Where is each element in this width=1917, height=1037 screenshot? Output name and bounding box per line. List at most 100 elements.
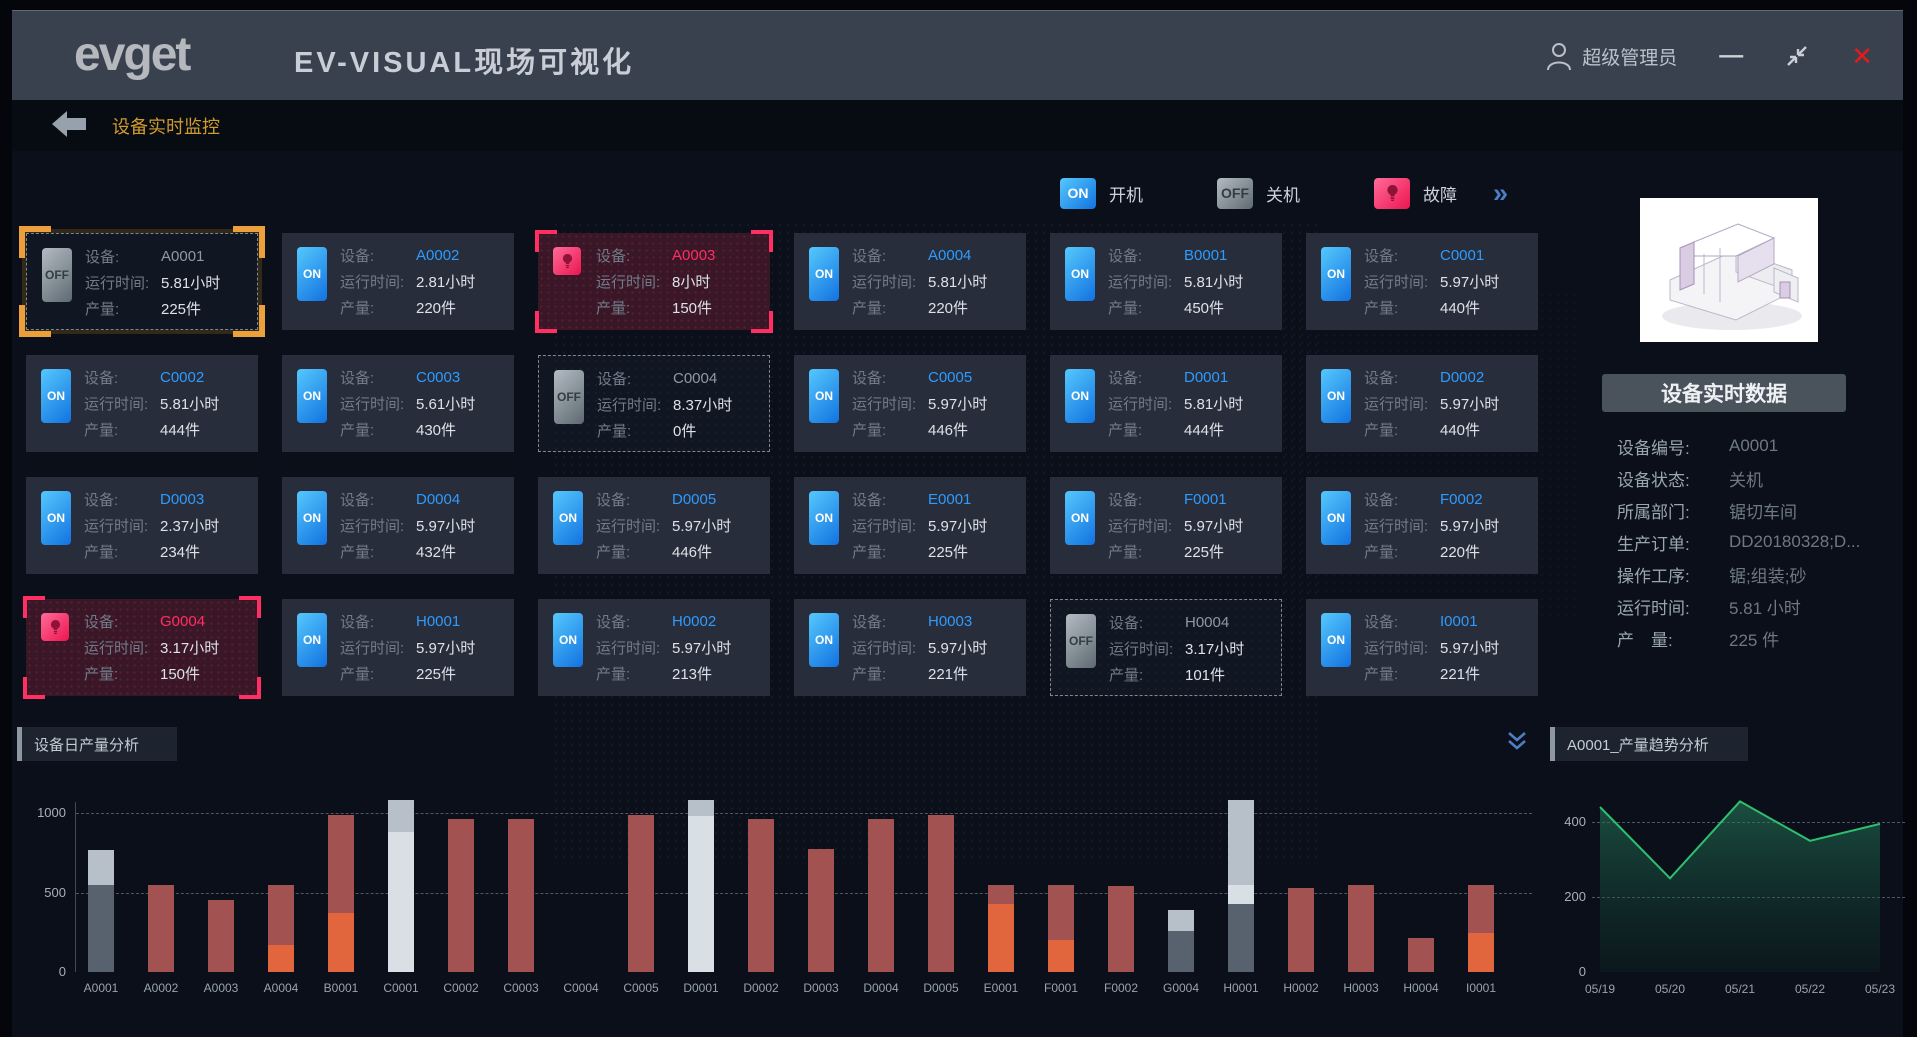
output-value: 213件 bbox=[672, 665, 713, 683]
device-card-I0001[interactable]: ON 设备: I0001 运行时间: 5.97小时 产量: 221件 bbox=[1306, 599, 1538, 696]
runtime-label: 运行时间: bbox=[1108, 517, 1173, 535]
runtime-value: 5.81小时 bbox=[161, 274, 221, 292]
x-tick-label: D0005 bbox=[923, 981, 959, 995]
device-card-C0003[interactable]: ON 设备: C0003 运行时间: 5.61小时 产量: 430件 bbox=[282, 355, 514, 452]
back-icon[interactable] bbox=[52, 111, 86, 137]
bar-chart: 0 500 1000 A0001 A0002 A0003 A0004 B0001 C0001 C0… bbox=[20, 800, 1550, 1020]
runtime-label: 运行时间: bbox=[340, 273, 405, 291]
detail-label: 生产订单: bbox=[1617, 534, 1690, 554]
device-card-F0001[interactable]: ON 设备: F0001 运行时间: 5.97小时 产量: 225件 bbox=[1050, 477, 1282, 574]
x-tick-label: F0002 bbox=[1103, 981, 1139, 995]
device-card-G0004[interactable]: 设备: G0004 运行时间: 3.17小时 产量: 150件 bbox=[23, 596, 261, 699]
runtime-value: 3.17小时 bbox=[160, 639, 220, 657]
device-card-C0001[interactable]: ON 设备: C0001 运行时间: 5.97小时 产量: 440件 bbox=[1306, 233, 1538, 330]
device-card-H0004[interactable]: OFF 设备: H0004 运行时间: 3.17小时 产量: 101件 bbox=[1050, 599, 1282, 696]
bar-segment-H0001 bbox=[1228, 903, 1254, 972]
collapse-icon[interactable] bbox=[1506, 731, 1528, 756]
device-card-C0005[interactable]: ON 设备: C0005 运行时间: 5.97小时 产量: 446件 bbox=[794, 355, 1026, 452]
minimize-button[interactable]: — bbox=[1719, 42, 1744, 69]
legend-item-fault[interactable]: 故障 bbox=[1374, 177, 1457, 209]
detail-label: 运行时间: bbox=[1617, 598, 1690, 618]
x-tick-label: D0003 bbox=[803, 981, 839, 995]
bar-segment-H0002 bbox=[1288, 887, 1314, 972]
corner-bracket bbox=[751, 311, 773, 333]
output-value: 0件 bbox=[673, 422, 697, 440]
bar-segment-D0003 bbox=[808, 848, 834, 972]
device-card-C0004[interactable]: OFF 设备: C0004 运行时间: 8.37小时 产量: 0件 bbox=[538, 355, 770, 452]
device-card-H0002[interactable]: ON 设备: H0002 运行时间: 5.97小时 产量: 213件 bbox=[538, 599, 770, 696]
device-id: D0002 bbox=[1440, 368, 1485, 386]
legend-more-icon[interactable]: » bbox=[1493, 177, 1509, 208]
device-card-A0004[interactable]: ON 设备: A0004 运行时间: 5.81小时 产量: 220件 bbox=[794, 233, 1026, 330]
output-value: 220件 bbox=[928, 299, 969, 317]
output-label: 产量: bbox=[84, 421, 119, 439]
legend-item-off[interactable]: OFF 关机 bbox=[1217, 177, 1300, 209]
output-label: 产量: bbox=[1364, 543, 1399, 561]
device-card-E0001[interactable]: ON 设备: E0001 运行时间: 5.97小时 产量: 225件 bbox=[794, 477, 1026, 574]
status-badge: OFF bbox=[42, 248, 72, 302]
detail-label: 设备编号: bbox=[1617, 438, 1690, 458]
device-card-C0002[interactable]: ON 设备: C0002 运行时间: 5.81小时 产量: 444件 bbox=[26, 355, 258, 452]
status-badge bbox=[41, 613, 69, 641]
detail-row: 设备编号: A0001 bbox=[1617, 430, 1917, 462]
device-label: 设备: bbox=[340, 247, 375, 265]
device-id: A0004 bbox=[928, 246, 972, 264]
bar-segment-F0002 bbox=[1108, 886, 1134, 972]
status-badge bbox=[553, 247, 581, 275]
bar-segment-F0001 bbox=[1048, 940, 1074, 972]
bar-segment-B0001 bbox=[328, 814, 354, 914]
bar-segment-H0004 bbox=[1408, 937, 1434, 972]
device-card-A0002[interactable]: ON 设备: A0002 运行时间: 2.81小时 产量: 220件 bbox=[282, 233, 514, 330]
device-card-D0002[interactable]: ON 设备: D0002 运行时间: 5.97小时 产量: 440件 bbox=[1306, 355, 1538, 452]
status-badge: ON bbox=[1065, 247, 1095, 301]
runtime-value: 5.97小时 bbox=[928, 639, 988, 657]
bar-segment-F0001 bbox=[1048, 885, 1074, 941]
restore-button[interactable] bbox=[1785, 44, 1809, 68]
status-badge: ON bbox=[553, 613, 583, 667]
device-label: 设备: bbox=[85, 248, 120, 266]
device-card-D0004[interactable]: ON 设备: D0004 运行时间: 5.97小时 产量: 432件 bbox=[282, 477, 514, 574]
device-card-B0001[interactable]: ON 设备: B0001 运行时间: 5.81小时 产量: 450件 bbox=[1050, 233, 1282, 330]
device-card-H0001[interactable]: ON 设备: H0001 运行时间: 5.97小时 产量: 225件 bbox=[282, 599, 514, 696]
device-label: 设备: bbox=[84, 613, 119, 631]
card-rows: 设备: H0001 运行时间: 5.97小时 产量: 225件 bbox=[282, 599, 514, 686]
bar-segment-A0001 bbox=[88, 884, 114, 972]
card-rows: 设备: G0004 运行时间: 3.17小时 产量: 150件 bbox=[26, 599, 258, 686]
off-badge: OFF bbox=[1217, 177, 1253, 209]
device-id: F0002 bbox=[1440, 490, 1483, 508]
x-tick-label: D0002 bbox=[743, 981, 779, 995]
x-tick-label: F0001 bbox=[1043, 981, 1079, 995]
device-grid: OFF 设备: A0001 运行时间: 5.81小时 产量: 225件 ON 设备: A0002 运… bbox=[19, 226, 1538, 699]
output-label: 产量: bbox=[340, 665, 375, 683]
x-tick-label: C0004 bbox=[563, 981, 599, 995]
output-value: 225件 bbox=[416, 665, 457, 683]
card-rows: 设备: A0001 运行时间: 5.81小时 产量: 225件 bbox=[27, 234, 257, 321]
x-tick-label: C0003 bbox=[503, 981, 539, 995]
card-rows: 设备: C0002 运行时间: 5.81小时 产量: 444件 bbox=[26, 355, 258, 442]
device-label: 设备: bbox=[1364, 247, 1399, 265]
bar-segment-C0001 bbox=[388, 832, 414, 972]
y-tick-label: 200 bbox=[1564, 889, 1586, 904]
legend-item-on[interactable]: ON 开机 bbox=[1060, 177, 1143, 209]
card-rows: 设备: C0003 运行时间: 5.61小时 产量: 430件 bbox=[282, 355, 514, 442]
x-tick-label: 05/20 bbox=[1654, 982, 1686, 996]
device-card-H0003[interactable]: ON 设备: H0003 运行时间: 5.97小时 产量: 221件 bbox=[794, 599, 1026, 696]
close-button[interactable]: ✕ bbox=[1851, 40, 1873, 71]
runtime-value: 5.81小时 bbox=[160, 395, 220, 413]
output-label: 产量: bbox=[596, 299, 631, 317]
status-badge: ON bbox=[1065, 491, 1095, 545]
runtime-label: 运行时间: bbox=[852, 273, 917, 291]
device-card-F0002[interactable]: ON 设备: F0002 运行时间: 5.97小时 产量: 220件 bbox=[1306, 477, 1538, 574]
device-card-D0003[interactable]: ON 设备: D0003 运行时间: 2.37小时 产量: 234件 bbox=[26, 477, 258, 574]
device-card-D0001[interactable]: ON 设备: D0001 运行时间: 5.81小时 产量: 444件 bbox=[1050, 355, 1282, 452]
x-tick-label: A0002 bbox=[143, 981, 179, 995]
y-tick-label: 0 bbox=[58, 964, 66, 979]
bar-segment-I0001 bbox=[1468, 933, 1494, 972]
output-value: 440件 bbox=[1440, 299, 1481, 317]
runtime-value: 2.37小时 bbox=[160, 517, 220, 535]
device-card-D0005[interactable]: ON 设备: D0005 运行时间: 5.97小时 产量: 446件 bbox=[538, 477, 770, 574]
device-card-A0003[interactable]: 设备: A0003 运行时间: 8小时 产量: 150件 bbox=[535, 230, 773, 333]
runtime-value: 5.97小时 bbox=[1440, 395, 1500, 413]
x-tick-label: H0004 bbox=[1403, 981, 1439, 995]
device-card-A0001[interactable]: OFF 设备: A0001 运行时间: 5.81小时 产量: 225件 bbox=[19, 226, 265, 337]
